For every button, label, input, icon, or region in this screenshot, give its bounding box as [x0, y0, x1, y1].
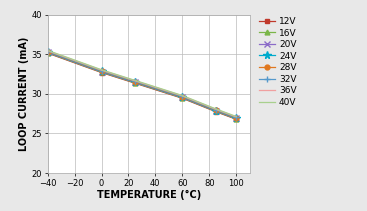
36V: [46, 50, 50, 52]
36V: [214, 108, 218, 111]
24V: [180, 96, 185, 98]
X-axis label: TEMPERATURE (°C): TEMPERATURE (°C): [97, 190, 201, 200]
24V: [99, 70, 104, 73]
40V: [46, 49, 50, 52]
24V: [46, 51, 50, 53]
20V: [133, 81, 137, 84]
36V: [234, 116, 238, 118]
16V: [133, 81, 137, 84]
24V: [214, 109, 218, 112]
Line: 36V: 36V: [48, 51, 236, 117]
12V: [133, 82, 137, 84]
40V: [133, 79, 137, 82]
20V: [180, 96, 185, 99]
12V: [99, 71, 104, 74]
28V: [99, 70, 104, 72]
28V: [214, 109, 218, 111]
12V: [234, 118, 238, 120]
16V: [99, 71, 104, 73]
20V: [46, 51, 50, 54]
16V: [180, 97, 185, 99]
40V: [99, 69, 104, 71]
28V: [234, 116, 238, 119]
Line: 32V: 32V: [44, 48, 239, 120]
32V: [214, 108, 218, 111]
Legend: 12V, 16V, 20V, 24V, 28V, 32V, 36V, 40V: 12V, 16V, 20V, 24V, 28V, 32V, 36V, 40V: [258, 16, 297, 108]
24V: [133, 81, 137, 83]
12V: [214, 110, 218, 113]
20V: [99, 70, 104, 73]
Line: 16V: 16V: [45, 50, 239, 121]
16V: [234, 118, 238, 120]
Line: 12V: 12V: [45, 51, 239, 122]
40V: [214, 108, 218, 110]
20V: [214, 110, 218, 112]
32V: [99, 69, 104, 72]
Line: 20V: 20V: [44, 49, 239, 122]
24V: [234, 117, 238, 119]
Y-axis label: LOOP CURRENT (mA): LOOP CURRENT (mA): [19, 37, 29, 151]
16V: [214, 110, 218, 112]
40V: [234, 115, 238, 118]
28V: [133, 80, 137, 83]
36V: [133, 80, 137, 82]
36V: [99, 69, 104, 71]
16V: [46, 51, 50, 54]
28V: [180, 95, 185, 98]
28V: [46, 50, 50, 53]
12V: [180, 97, 185, 100]
40V: [180, 94, 185, 97]
32V: [234, 116, 238, 119]
Line: 28V: 28V: [45, 49, 239, 120]
12V: [46, 52, 50, 54]
Line: 40V: 40V: [48, 50, 236, 116]
32V: [133, 80, 137, 83]
32V: [180, 95, 185, 97]
20V: [234, 117, 238, 120]
Line: 24V: 24V: [44, 48, 240, 122]
36V: [180, 95, 185, 97]
32V: [46, 50, 50, 52]
